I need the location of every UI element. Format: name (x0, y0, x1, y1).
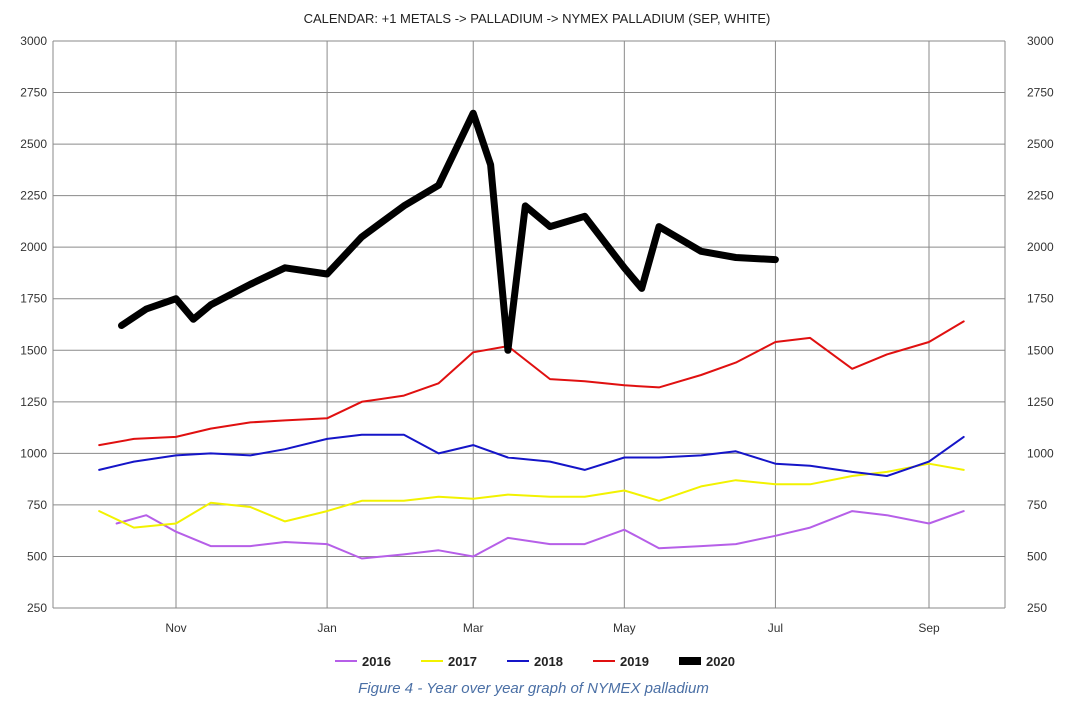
x-tick-label: Mar (463, 621, 484, 635)
y-tick-label: 500 (27, 549, 47, 563)
series-line-2019 (98, 320, 965, 447)
y-tick-label: 3000 (20, 34, 47, 48)
y-tick-label: 2500 (1027, 137, 1054, 151)
legend-label-2018: 2018 (534, 654, 563, 669)
x-tick-label: May (613, 621, 636, 635)
chart-title: CALENDAR: +1 METALS -> PALLADIUM -> NYME… (304, 11, 771, 26)
y-tick-label: 1750 (1027, 292, 1054, 306)
y-tick-label: 1500 (1027, 343, 1054, 357)
y-tick-label: 2250 (1027, 189, 1054, 203)
y-tick-label: 500 (1027, 549, 1047, 563)
y-axis-right: 250 500 750 1000 1250 1500 1750 2000 2250 2500 275… (1027, 34, 1054, 615)
x-tick-label: Nov (165, 621, 186, 635)
y-tick-label: 2750 (20, 86, 47, 100)
y-axis-left: 250 500 750 1000 1250 1500 1750 2000 2250 2500 275… (20, 34, 47, 615)
grid (52, 40, 1006, 609)
series-line-2016 (115, 510, 965, 560)
legend-label-2016: 2016 (362, 654, 391, 669)
y-tick-label: 1250 (1027, 395, 1054, 409)
x-tick-label: Jan (317, 621, 336, 635)
y-tick-label: 2750 (1027, 86, 1054, 100)
series-line-2020 (118, 109, 779, 354)
y-tick-label: 750 (27, 498, 47, 512)
series-line-2018 (98, 433, 965, 477)
y-tick-label: 2500 (20, 137, 47, 151)
y-tick-label: 1250 (20, 395, 47, 409)
y-tick-label: 250 (27, 601, 47, 615)
y-tick-label: 1000 (20, 446, 47, 460)
y-tick-label: 1500 (20, 343, 47, 357)
y-tick-label: 3000 (1027, 34, 1054, 48)
y-tick-label: 250 (1027, 601, 1047, 615)
x-tick-label: Sep (918, 621, 940, 635)
series-lines (98, 109, 965, 560)
series-line-2017 (98, 462, 965, 529)
y-tick-label: 2000 (1027, 240, 1054, 254)
y-tick-label: 2250 (20, 189, 47, 203)
y-tick-label: 1000 (1027, 446, 1054, 460)
legend: 2016 2017 2018 2019 2020 (335, 654, 735, 669)
y-tick-label: 1750 (20, 292, 47, 306)
legend-label-2017: 2017 (448, 654, 477, 669)
legend-label-2019: 2019 (620, 654, 649, 669)
figure-caption: Figure 4 - Year over year graph of NYMEX… (358, 680, 709, 697)
x-axis: Nov Jan Mar May Jul Sep (165, 621, 940, 635)
y-tick-label: 750 (1027, 498, 1047, 512)
x-tick-label: Jul (768, 621, 783, 635)
legend-label-2020: 2020 (706, 654, 735, 669)
y-tick-label: 2000 (20, 240, 47, 254)
